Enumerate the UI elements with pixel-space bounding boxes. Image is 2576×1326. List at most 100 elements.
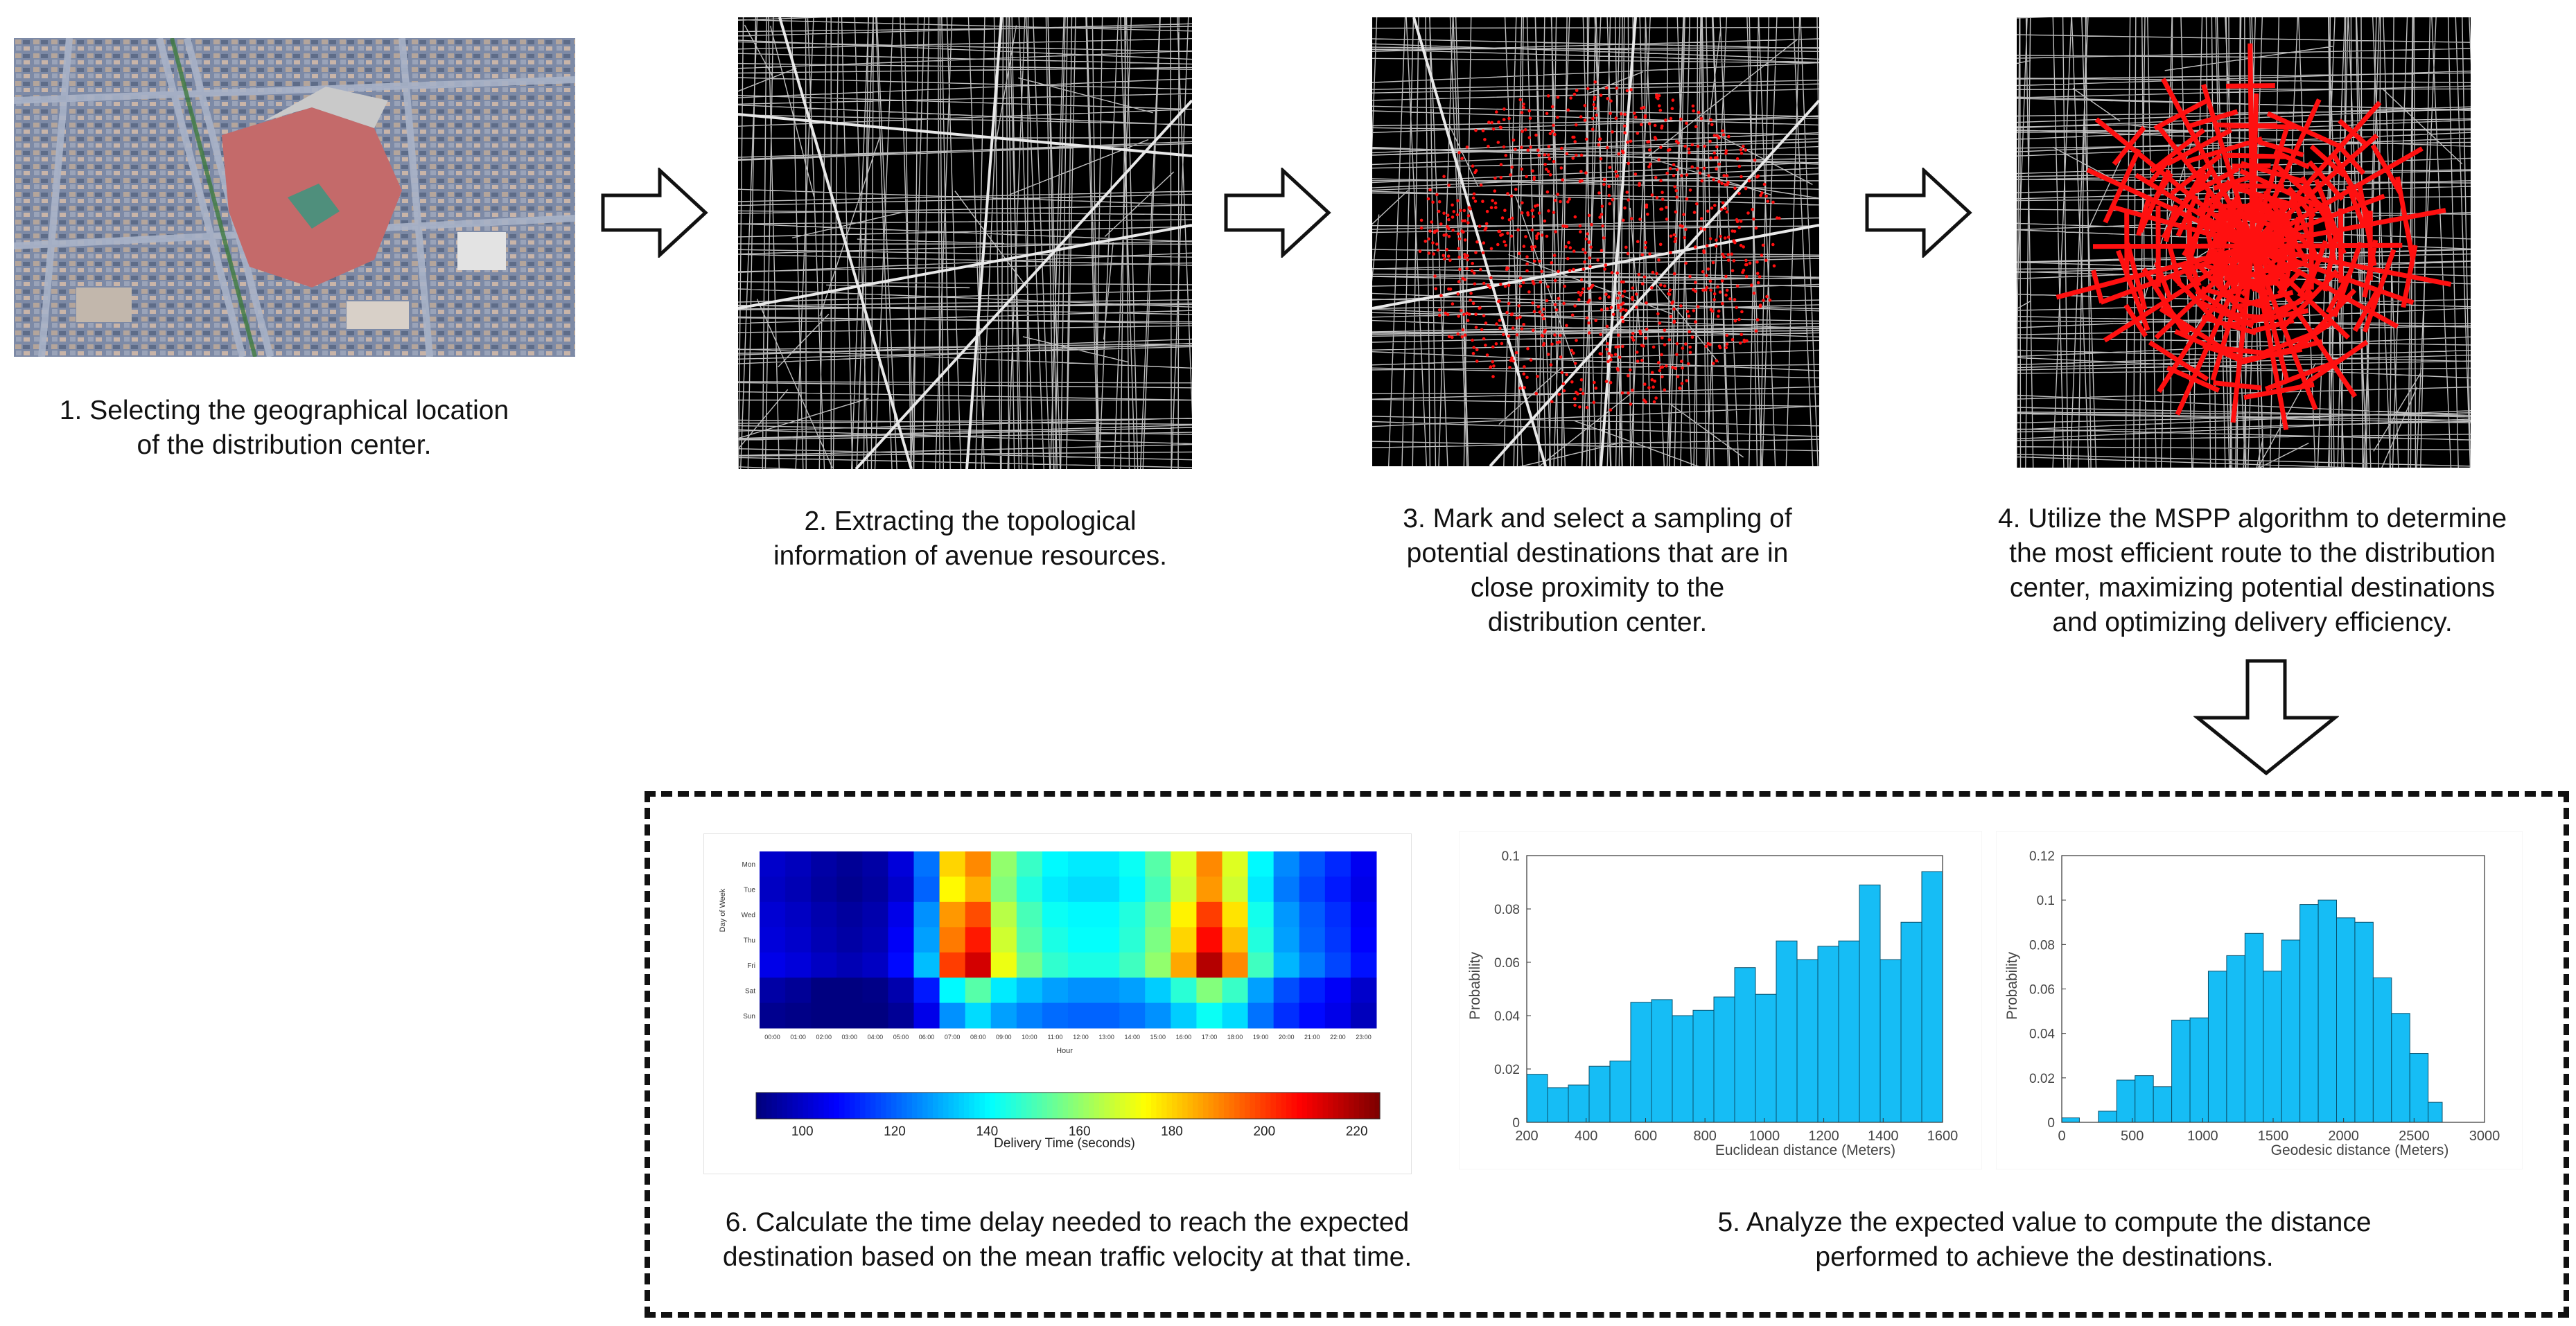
- destination-point: [1470, 269, 1474, 273]
- destination-point: [1466, 214, 1471, 218]
- destination-point: [1553, 333, 1557, 337]
- colorbar-segment: [1234, 1093, 1241, 1119]
- destination-point: [1435, 193, 1439, 197]
- destination-point: [1457, 280, 1461, 283]
- histogram-bar: [1547, 1087, 1569, 1123]
- destination-point: [1547, 145, 1551, 148]
- destination-point: [1685, 379, 1689, 382]
- colorbar-segment: [891, 1093, 897, 1119]
- colorbar-tick-label: 180: [1161, 1124, 1183, 1139]
- heatmap-cell: [836, 927, 863, 953]
- colorbar-segment: [1078, 1093, 1085, 1119]
- colorbar-segment: [922, 1093, 929, 1119]
- heatmap-cell: [862, 1002, 888, 1029]
- histogram-bar: [2116, 1079, 2136, 1123]
- destination-point: [1672, 174, 1676, 177]
- destination-point: [1572, 267, 1575, 272]
- destination-point: [1579, 170, 1583, 173]
- destination-point: [1688, 351, 1692, 355]
- destination-point: [1550, 261, 1554, 265]
- destination-point: [1601, 224, 1604, 228]
- destination-point: [1667, 292, 1670, 296]
- destination-point: [1688, 151, 1691, 154]
- destination-point: [1705, 285, 1709, 290]
- destination-point: [1552, 254, 1557, 258]
- colorbar-segment: [995, 1093, 1001, 1119]
- destination-point: [1463, 333, 1467, 337]
- destination-point: [1684, 342, 1688, 346]
- destination-point: [1431, 200, 1435, 204]
- destination-point: [1566, 200, 1570, 204]
- destination-point: [1740, 175, 1743, 179]
- destination-point: [1639, 332, 1642, 335]
- heatmap-cell: [836, 901, 863, 928]
- destination-point: [1724, 206, 1727, 211]
- colorbar-segment: [1297, 1093, 1303, 1119]
- destination-point: [1724, 183, 1727, 186]
- destination-point: [1623, 112, 1627, 116]
- destination-point: [1642, 105, 1646, 109]
- destination-point: [1570, 313, 1575, 317]
- destination-point: [1586, 287, 1591, 290]
- destination-point: [1684, 227, 1688, 231]
- destination-point: [1566, 257, 1570, 260]
- step-1-caption: 1. Selecting the geographical location o…: [59, 396, 509, 460]
- destination-point: [1567, 240, 1570, 245]
- destination-point: [1485, 209, 1489, 213]
- destination-point: [1586, 232, 1589, 236]
- heatmap-cell: [1350, 978, 1377, 1004]
- destination-point: [1502, 333, 1505, 337]
- destination-point: [1581, 287, 1585, 291]
- destination-point: [1594, 387, 1598, 390]
- colorbar-segment: [896, 1093, 902, 1119]
- destination-point: [1634, 306, 1638, 309]
- heatmap-cell: [785, 1002, 812, 1029]
- y-tick-label: 0.08: [2029, 938, 2055, 953]
- destination-point: [1609, 357, 1613, 362]
- destination-point: [1733, 186, 1737, 190]
- histogram-bar: [2135, 1075, 2154, 1123]
- destination-point: [1692, 211, 1697, 214]
- heatmap-cell: [862, 927, 888, 953]
- destination-point: [1669, 116, 1673, 121]
- destination-point: [1562, 301, 1566, 306]
- histogram-bar: [2189, 1017, 2209, 1123]
- destination-point: [1525, 255, 1529, 259]
- destination-point: [1648, 148, 1651, 152]
- heatmap-cell: [913, 901, 940, 928]
- destination-point: [1572, 92, 1577, 96]
- destination-point: [1548, 173, 1552, 177]
- heatmap-cell: [1196, 851, 1223, 877]
- x-tick-label: 800: [1693, 1129, 1716, 1144]
- y-tick-label: 0.06: [1494, 956, 1520, 971]
- destination-point: [1663, 328, 1667, 332]
- destination-point: [1748, 261, 1752, 265]
- colorbar-segment: [1073, 1093, 1079, 1119]
- destination-point: [1463, 253, 1466, 256]
- destination-point: [1578, 224, 1582, 228]
- destination-point: [1522, 323, 1525, 326]
- destination-point: [1600, 352, 1603, 356]
- destination-point: [1739, 220, 1743, 223]
- x-tick-label: 400: [1575, 1129, 1597, 1144]
- destination-point: [1589, 245, 1593, 249]
- destination-point: [1629, 403, 1633, 406]
- colorbar-segment: [1094, 1093, 1100, 1119]
- heatmap-cell: [1222, 1002, 1249, 1029]
- destination-point: [1661, 191, 1664, 194]
- destination-point: [1620, 112, 1623, 116]
- colorbar-segment: [875, 1093, 882, 1119]
- destination-point: [1696, 305, 1700, 309]
- histogram-bar: [2409, 1053, 2429, 1123]
- heatmap-cell: [1196, 978, 1223, 1004]
- destination-point: [1630, 336, 1634, 339]
- destination-point: [1722, 255, 1726, 259]
- destination-point: [1523, 386, 1526, 389]
- heatmap-cell: [1299, 927, 1326, 953]
- heatmap-cell: [836, 978, 863, 1004]
- colorbar-segment: [860, 1093, 866, 1119]
- heatmap-cell: [811, 901, 837, 928]
- destination-point: [1538, 310, 1542, 314]
- heatmap-row-label: Fri: [747, 962, 755, 970]
- heatmap-cell: [1350, 851, 1377, 877]
